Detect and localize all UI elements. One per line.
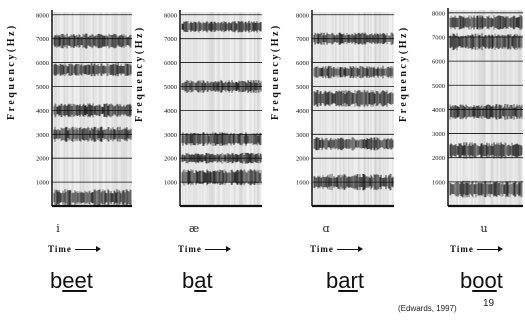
y-axis-label: Frequency(Hz) — [134, 25, 145, 122]
y-tick-label: 2000 — [164, 156, 177, 163]
y-tick-label: 8000 — [164, 12, 177, 19]
y-tick-label: 7000 — [36, 36, 49, 43]
y-tick-label: 2000 — [296, 156, 309, 163]
page-number: 19 — [483, 298, 495, 309]
arrow-right-icon — [204, 246, 231, 253]
time-axis-label: Time — [178, 244, 231, 254]
y-axis-label: Frequency(Hz) — [270, 23, 281, 120]
y-tick-label: 6000 — [36, 60, 49, 67]
y-tick-label: 4000 — [36, 108, 49, 115]
y-tick-label: 6000 — [432, 59, 445, 66]
y-tick-label: 5000 — [36, 84, 49, 91]
arrow-right-icon — [74, 246, 101, 253]
y-tick-label: 1000 — [432, 179, 445, 186]
y-tick-label: 3000 — [432, 131, 445, 138]
y-tick-label: 8000 — [296, 12, 309, 19]
y-tick-label: 1000 — [296, 180, 309, 187]
y-tick-label: 3000 — [164, 132, 177, 139]
y-tick-label: 2000 — [432, 155, 445, 162]
y-tick-label: 7000 — [164, 36, 177, 43]
spectrogram: 8000 7000 6000 5000 4000 3000 2000 1000 — [36, 10, 132, 208]
citation: (Edwards, 1997) — [398, 304, 457, 313]
panel-boot: Frequency(Hz) 8000 7000 6000 5000 4000 3000 20… — [396, 0, 525, 322]
y-tick-label: 5000 — [296, 84, 309, 91]
y-tick-label: 4000 — [296, 108, 309, 115]
vowel-symbol: i — [56, 222, 60, 235]
y-tick-label: 8000 — [36, 12, 49, 19]
y-axis-label: Frequency(Hz) — [6, 23, 17, 120]
arrow-right-icon — [336, 246, 363, 253]
word-vowel-underlined: ee — [62, 268, 87, 293]
vowel-symbol: ɑ — [322, 222, 330, 235]
y-tick-label: 5000 — [432, 83, 445, 90]
y-tick-label: 2000 — [36, 156, 49, 163]
word-vowel-underlined: ar — [338, 268, 358, 293]
word-vowel-underlined: oo — [472, 268, 497, 293]
arrow-right-icon — [476, 246, 503, 253]
y-tick-label: 5000 — [164, 84, 177, 91]
y-tick-label: 7000 — [432, 34, 445, 41]
time-axis-label: Time — [450, 244, 503, 254]
y-tick-label: 6000 — [164, 60, 177, 67]
spectrogram: 8000 7000 6000 5000 4000 3000 2000 1000 — [432, 8, 523, 208]
y-tick-label: 1000 — [164, 180, 177, 187]
vowel-symbol: æ — [188, 222, 200, 235]
y-tick-label: 4000 — [432, 107, 445, 114]
word-bart: bart — [326, 268, 364, 293]
panel-beet: Frequency(Hz) 8000 7000 6000 5000 4000 3000 20… — [0, 0, 132, 322]
y-tick-label: 3000 — [296, 132, 309, 139]
y-tick-label: 1000 — [36, 180, 49, 187]
vowel-symbol: u — [480, 222, 488, 235]
panel-bat: Frequency(Hz) 8000 7000 6000 5000 4000 3000 20… — [132, 0, 263, 322]
y-tick-label: 8000 — [432, 10, 445, 17]
word-beet: beet — [50, 268, 93, 293]
y-tick-label: 6000 — [296, 60, 309, 67]
y-tick-label: 7000 — [296, 36, 309, 43]
panel-bart: Frequency(Hz) 8000 7000 6000 5000 4000 3000 20… — [264, 0, 395, 322]
word-vowel-underlined: a — [194, 268, 207, 293]
time-axis-label: Time — [48, 244, 101, 254]
word-bat: bat — [182, 268, 213, 293]
y-tick-label: 3000 — [36, 132, 49, 139]
y-tick-label: 4000 — [164, 108, 177, 115]
word-boot: boot — [460, 268, 503, 293]
spectrogram: 8000 7000 6000 5000 4000 3000 2000 1000 — [164, 10, 262, 208]
y-axis-label: Frequency(Hz) — [398, 25, 409, 122]
time-axis-label: Time — [310, 244, 363, 254]
spectrogram: 8000 7000 6000 5000 4000 3000 2000 1000 — [296, 10, 394, 208]
